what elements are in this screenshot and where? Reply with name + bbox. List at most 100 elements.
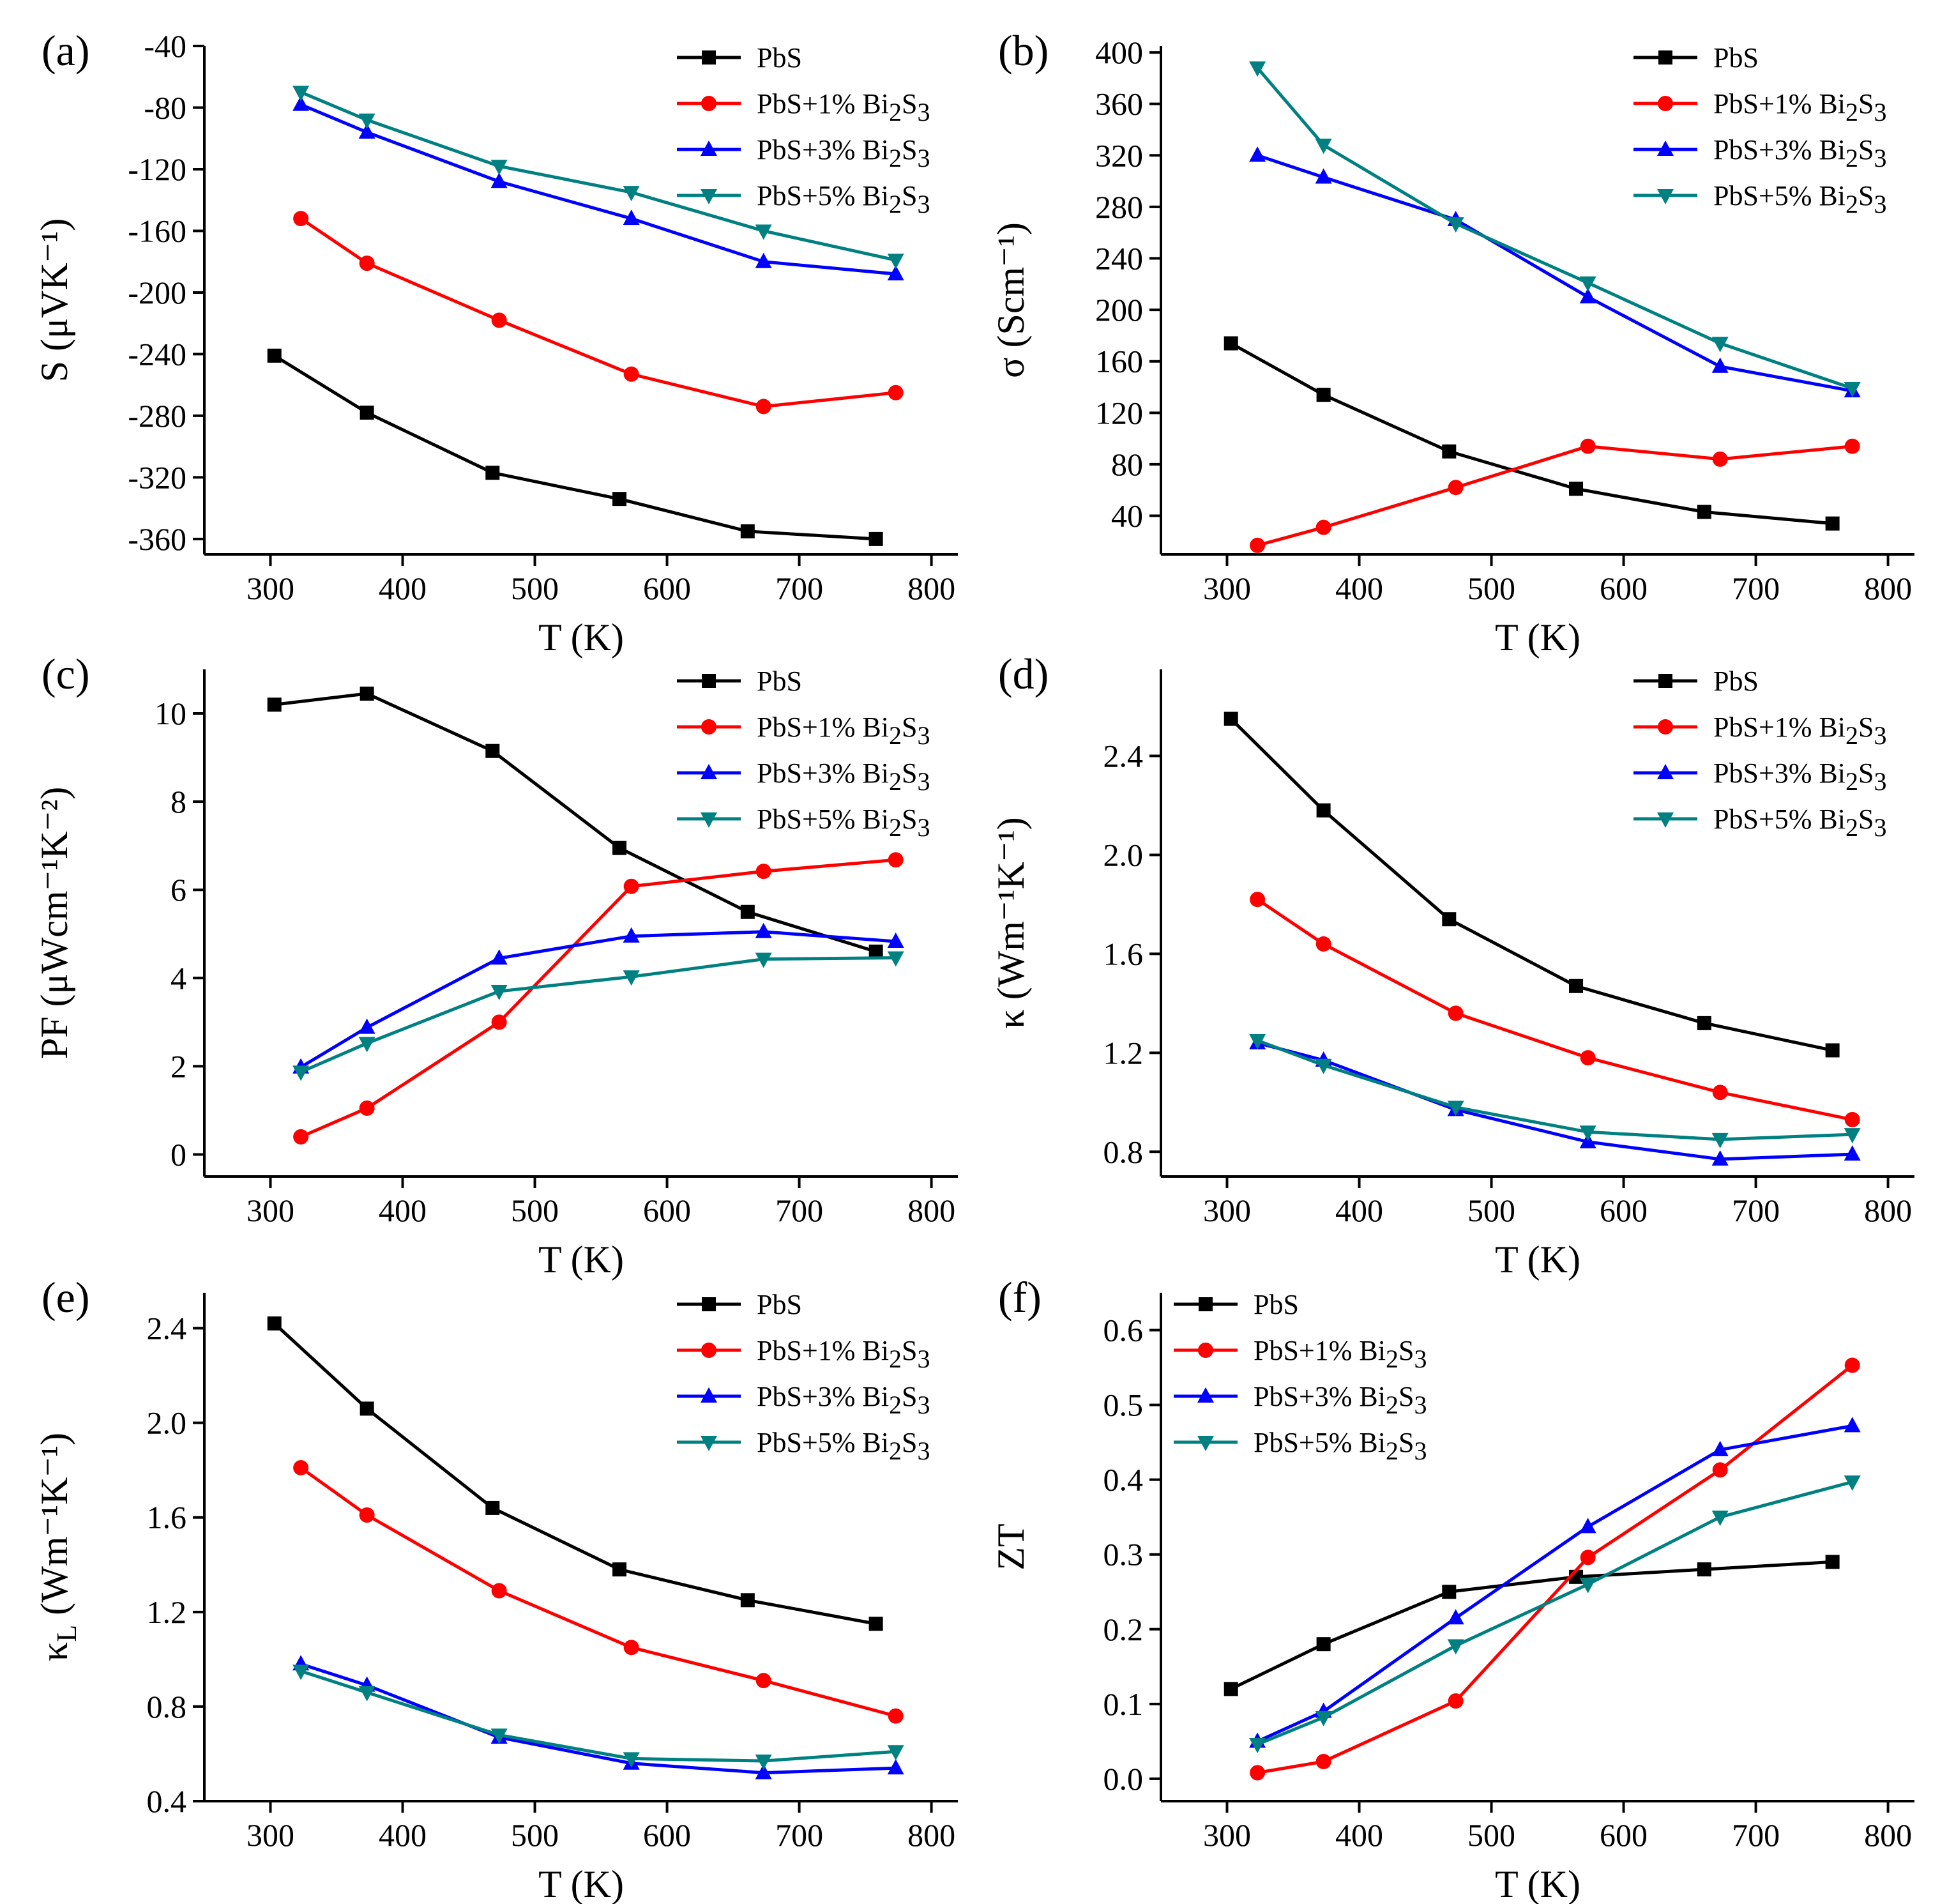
data-point [887, 254, 904, 270]
series-3pct [292, 1655, 904, 1779]
y-tick-label: 2 [171, 1048, 186, 1084]
data-point [360, 406, 374, 420]
data-point [1580, 1550, 1596, 1565]
legend-label: PbS+3% Bi2S3 [757, 1381, 930, 1419]
data-point [868, 944, 883, 959]
y-tick-label: 160 [1095, 344, 1143, 379]
data-point [359, 1507, 375, 1523]
data-point [1249, 1033, 1266, 1049]
legend-item: PbS [677, 666, 802, 697]
x-tick-label: 700 [1732, 1192, 1780, 1228]
data-point [888, 1708, 904, 1724]
series-5pct [1249, 1033, 1861, 1148]
series-line [1257, 1041, 1853, 1161]
x-tick-label: 300 [246, 1817, 294, 1853]
data-point [1442, 444, 1457, 459]
data-point [485, 466, 500, 480]
data-point [1315, 1753, 1331, 1769]
panel-letter: (d) [998, 650, 1049, 698]
data-point [1442, 1585, 1457, 1599]
legend-item: PbS+1% Bi2S3 [677, 712, 930, 750]
y-tick-label: 10 [155, 696, 186, 731]
legend-label: PbS+1% Bi2S3 [757, 1335, 930, 1373]
x-axis-label: T (K) [538, 1238, 624, 1281]
data-point [1316, 803, 1331, 818]
x-tick-label: 400 [379, 1817, 427, 1853]
y-axis-label: ZT [990, 1523, 1032, 1570]
legend-label: PbS+3% Bi2S3 [1254, 1381, 1427, 1419]
series-line [1230, 1560, 1833, 1691]
legend-marker [702, 674, 716, 688]
series-line [1229, 717, 1833, 1052]
legend-marker [701, 764, 717, 779]
data-point [623, 366, 639, 382]
legend-marker [1199, 1297, 1213, 1311]
data-point [490, 172, 508, 188]
y-tick-label: -360 [128, 521, 186, 557]
legend-marker [1657, 189, 1674, 204]
x-tick-label: 400 [379, 570, 427, 606]
y-tick-label: 0.1 [1103, 1686, 1144, 1722]
x-tick-label: 600 [643, 1192, 691, 1228]
x-tick-label: 300 [1203, 570, 1251, 606]
x-tick-label: 300 [246, 570, 294, 606]
legend-marker [1657, 764, 1674, 779]
data-point [740, 524, 755, 538]
legend-marker [1197, 1436, 1214, 1451]
series-line [1257, 1039, 1853, 1141]
legend-label: PbS+1% Bi2S3 [757, 712, 930, 750]
x-tick-label: 500 [511, 1192, 559, 1228]
data-point [293, 1459, 309, 1475]
data-point [490, 985, 508, 1001]
series-line [300, 858, 896, 1139]
data-point [1448, 1005, 1464, 1021]
data-point [888, 852, 904, 868]
data-point [1447, 1101, 1464, 1116]
x-tick-label: 300 [1203, 1817, 1251, 1853]
legend-label: PbS+3% Bi2S3 [757, 758, 930, 796]
data-point [485, 743, 500, 758]
x-tick-label: 400 [1335, 1817, 1383, 1853]
data-point [1579, 287, 1596, 303]
x-tick-label: 700 [775, 1817, 823, 1853]
data-point [612, 1562, 627, 1577]
y-tick-label: -280 [128, 398, 186, 434]
legend-item: PbS+5% Bi2S3 [1633, 803, 1886, 842]
data-point [1447, 1639, 1464, 1655]
legend-item: PbS+5% Bi2S3 [1633, 180, 1886, 218]
data-point [292, 1664, 310, 1680]
y-tick-label: 1.6 [1103, 936, 1144, 971]
series-3pct [1249, 1033, 1861, 1166]
legend-item: PbS [1174, 1289, 1299, 1320]
panel-letter: (a) [42, 26, 89, 75]
x-tick-label: 800 [907, 570, 955, 606]
legend-marker [1198, 1343, 1213, 1358]
data-point [755, 224, 772, 240]
legend-item: PbS+1% Bi2S3 [1633, 712, 1886, 750]
legend-marker [701, 189, 717, 204]
x-axis-label: T (K) [1495, 1238, 1580, 1281]
series-line [300, 956, 896, 1074]
legend-item: PbS+3% Bi2S3 [1633, 758, 1886, 796]
data-point [1249, 61, 1266, 77]
data-point [491, 1583, 507, 1599]
data-point [612, 841, 627, 855]
y-tick-label: 200 [1095, 292, 1143, 328]
data-point [1224, 1682, 1238, 1696]
legend-label: PbS+3% Bi2S3 [757, 134, 930, 172]
data-point [755, 1763, 772, 1779]
data-point [1315, 519, 1331, 535]
legend-marker [701, 812, 717, 828]
legend-marker [701, 719, 716, 735]
panel-letter: (e) [42, 1273, 89, 1321]
legend-label: PbS [1254, 1289, 1299, 1320]
legend-marker [1658, 674, 1672, 688]
x-tick-label: 500 [1467, 1192, 1515, 1228]
y-tick-label: 8 [171, 784, 186, 819]
legend-label: PbS [1713, 42, 1759, 73]
panel-c: 300 400 500 600 700 800 0 2 4 6 8 10 T (K) PF (μWcm⁻¹… [33, 650, 958, 1281]
legend-marker [701, 1387, 717, 1403]
data-point [490, 1728, 508, 1744]
series-line [300, 1662, 896, 1775]
series-1pct [1250, 892, 1860, 1127]
